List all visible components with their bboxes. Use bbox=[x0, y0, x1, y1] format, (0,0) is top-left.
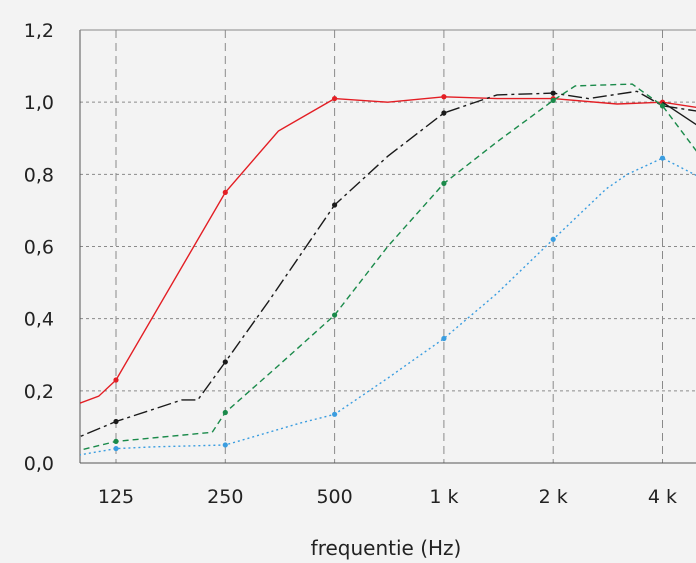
x-tick-label: 500 bbox=[316, 486, 352, 508]
series-line-4 bbox=[662, 101, 696, 126]
series-point-1 bbox=[332, 202, 338, 208]
series-point-3 bbox=[550, 236, 556, 242]
series-point-0 bbox=[441, 94, 447, 100]
series-point-3 bbox=[659, 155, 666, 161]
series-point-1 bbox=[550, 90, 556, 96]
series-line-1 bbox=[80, 90, 696, 438]
series-point-1 bbox=[441, 110, 447, 116]
y-tick-label: 0,6 bbox=[24, 237, 54, 259]
series-point-3 bbox=[113, 445, 119, 452]
series-point-2 bbox=[659, 103, 666, 109]
y-tick-label: 1,0 bbox=[24, 92, 54, 114]
series-point-2 bbox=[222, 409, 228, 416]
y-tick-label: 0,4 bbox=[24, 309, 54, 331]
series-point-3 bbox=[332, 411, 338, 417]
series-point-1 bbox=[222, 359, 228, 365]
series-point-0 bbox=[332, 95, 338, 102]
series bbox=[80, 83, 696, 456]
y-tick-label: 0,0 bbox=[24, 453, 54, 475]
series-line-3 bbox=[80, 157, 696, 456]
series-line-2 bbox=[80, 83, 696, 451]
series-point-2 bbox=[113, 438, 119, 444]
x-tick-label: 1 k bbox=[429, 486, 458, 508]
series-point-2 bbox=[441, 180, 447, 186]
x-tick-label: 4 k bbox=[648, 486, 677, 508]
series-point-1 bbox=[113, 418, 119, 425]
series-point-0 bbox=[222, 189, 228, 195]
y-tick-label: 0,8 bbox=[24, 164, 54, 186]
axes bbox=[79, 29, 696, 464]
y-tick-label: 1,2 bbox=[24, 20, 54, 42]
x-tick-label: 125 bbox=[98, 486, 134, 508]
series-point-2 bbox=[332, 312, 338, 318]
x-tick-label: 2 k bbox=[539, 486, 568, 508]
x-axis-title: frequentie (Hz) bbox=[311, 536, 462, 560]
series-point-2 bbox=[550, 97, 556, 103]
series-point-3 bbox=[222, 442, 228, 448]
series-point-0 bbox=[113, 377, 119, 383]
tick-labels: 0,0 0,2 0,4 0,6 0,8 1,0 1,2 125 250 500 1 k 2 k 4 k bbox=[24, 20, 677, 508]
series-point-3 bbox=[441, 335, 447, 342]
x-tick-label: 250 bbox=[207, 486, 243, 508]
y-tick-label: 0,2 bbox=[24, 381, 54, 403]
